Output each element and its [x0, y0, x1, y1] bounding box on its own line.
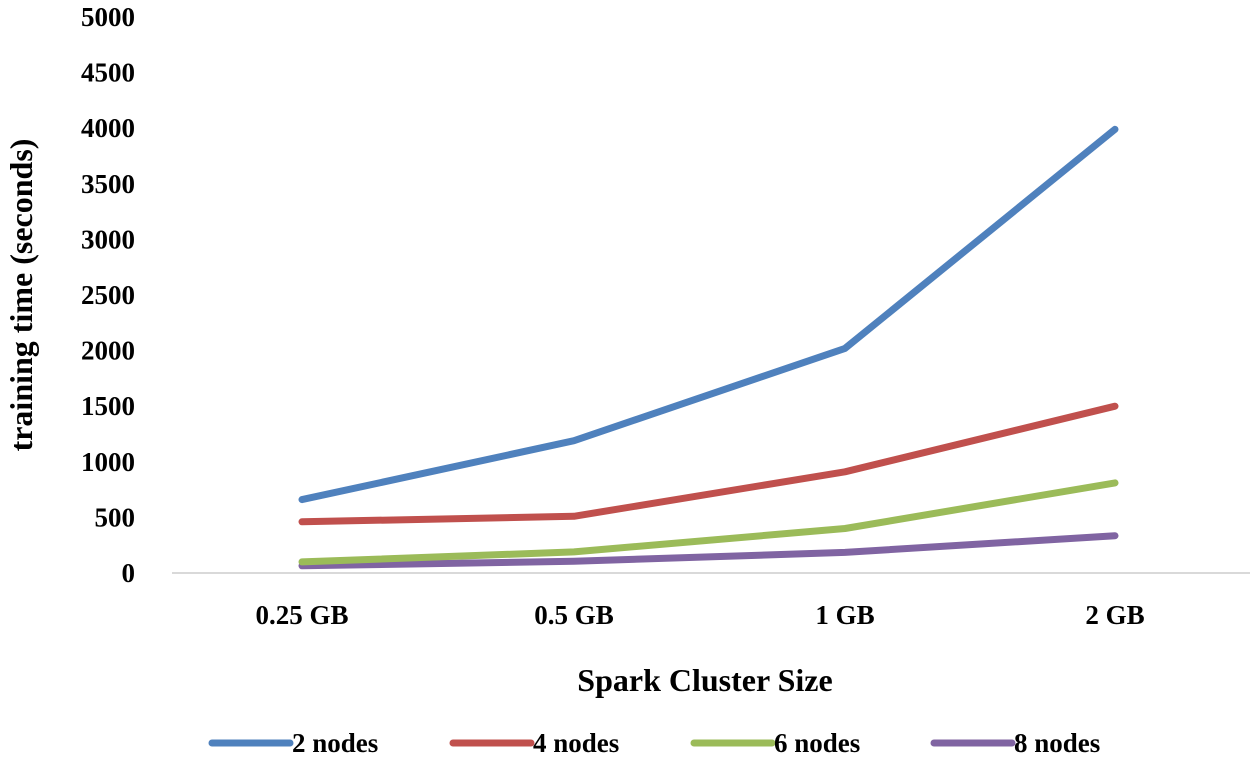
- x-axis-title: Spark Cluster Size: [577, 662, 832, 698]
- y-tick-label: 0: [122, 558, 136, 588]
- y-tick-label: 500: [95, 502, 136, 532]
- series-line-6-nodes: [298, 479, 1119, 566]
- y-tick-label: 1000: [81, 447, 135, 477]
- y-tick-label: 3500: [81, 169, 135, 199]
- x-axis-ticks: 0.25 GB 0.5 GB 1 GB 2 GB: [255, 600, 1144, 630]
- legend-label: 6 nodes: [774, 728, 860, 758]
- y-tick-label: 3000: [81, 224, 135, 254]
- legend-label: 8 nodes: [1014, 728, 1100, 758]
- y-axis-title: training time (seconds): [3, 139, 39, 452]
- series-line-8-nodes: [298, 532, 1119, 570]
- series-line-2-nodes: [298, 125, 1119, 504]
- y-tick-label: 2000: [81, 336, 135, 366]
- y-axis-ticks: 0 500 1000 1500 2000 2500 3000 3500 4000 4500 5000: [81, 2, 135, 588]
- x-tick-label: 0.25 GB: [255, 600, 348, 630]
- y-tick-label: 4500: [81, 58, 135, 88]
- y-tick-label: 5000: [81, 2, 135, 32]
- x-tick-label: 0.5 GB: [534, 600, 614, 630]
- y-tick-label: 2500: [81, 280, 135, 310]
- series-lines: [298, 125, 1119, 570]
- legend: 2 nodes 4 nodes 6 nodes 8 nodes: [208, 728, 1100, 758]
- legend-label: 4 nodes: [533, 728, 619, 758]
- y-tick-label: 4000: [81, 113, 135, 143]
- legend-label: 2 nodes: [292, 728, 378, 758]
- y-tick-label: 1500: [81, 391, 135, 421]
- x-tick-label: 1 GB: [815, 600, 874, 630]
- series-line-4-nodes: [298, 402, 1119, 526]
- x-tick-label: 2 GB: [1085, 600, 1144, 630]
